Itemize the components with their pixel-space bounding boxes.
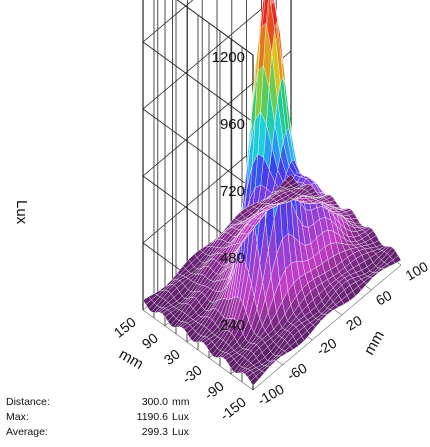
distance-unit: mm (172, 396, 190, 408)
distance-value: 300.0 (141, 396, 168, 408)
x-tick-label: 150 (111, 314, 139, 341)
z-tick-label: 720 (220, 183, 245, 200)
x-tick-label: 90 (139, 330, 161, 352)
x-axis-label: mm (116, 346, 146, 373)
y-tick-label: 100 (403, 258, 430, 284)
average-value: 299.3 (141, 426, 168, 438)
y-tick-label: -60 (284, 360, 310, 384)
x-tick-label: 30 (161, 346, 183, 368)
z-axis-label: Lux (13, 200, 30, 225)
right-wall-gridline (142, 0, 194, 43)
z-tick-label: 960 (220, 116, 245, 133)
average-unit: Lux (172, 426, 189, 438)
max-label: Max: (6, 411, 29, 423)
y-tick-label: 20 (343, 312, 365, 334)
z-tick-label: 480 (220, 250, 245, 267)
distance-label: Distance: (6, 396, 50, 408)
max-value: 1190.6 (136, 411, 168, 423)
z-tick-label: 1200 (212, 49, 245, 66)
surface-mesh (142, 0, 402, 387)
x-tick-label: -90 (201, 378, 227, 403)
y-tick-label: -20 (314, 335, 340, 359)
floor-gridline (252, 264, 402, 391)
y-axis-label: mm (361, 328, 388, 358)
floor-gridline (142, 309, 254, 391)
average-label: Average: (6, 426, 48, 438)
y-tick-label: 60 (373, 287, 395, 309)
max-unit: Lux (172, 411, 189, 423)
x-tick-label: -30 (179, 362, 205, 387)
x-tick-label: -150 (217, 394, 249, 424)
z-tick-label: 240 (220, 317, 245, 334)
surface-cell (142, 296, 152, 305)
